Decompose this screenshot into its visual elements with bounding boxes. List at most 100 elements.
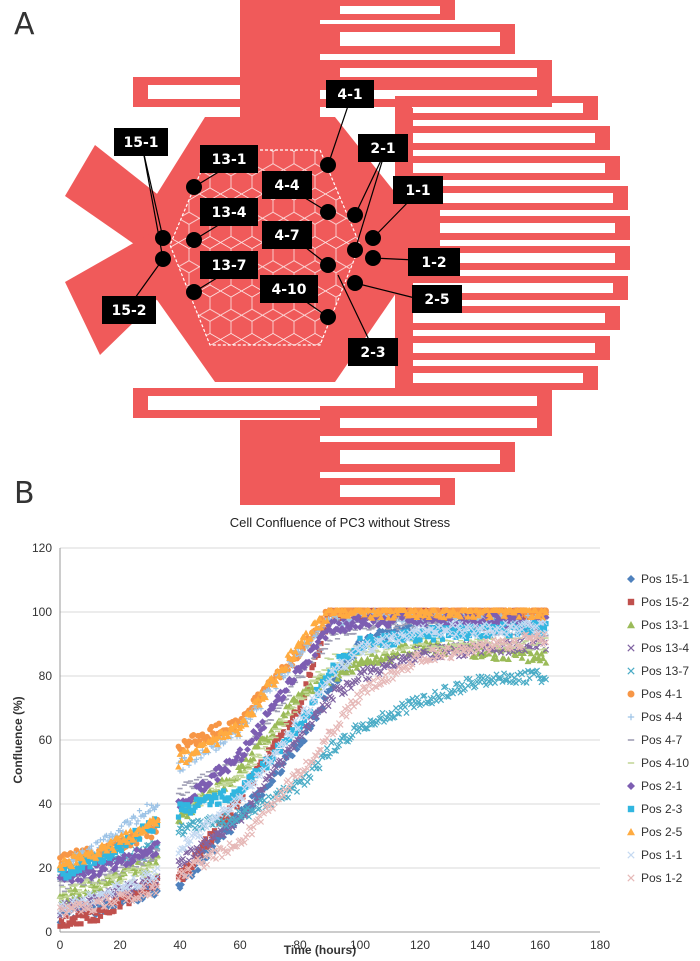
data-point — [199, 843, 206, 849]
data-point — [211, 771, 218, 779]
data-point — [355, 613, 362, 621]
data-point — [71, 894, 79, 901]
data-point — [136, 808, 143, 814]
data-point — [301, 717, 308, 723]
data-point — [323, 735, 331, 742]
data-point — [470, 628, 478, 635]
data-point — [322, 610, 329, 617]
data-point — [205, 852, 212, 859]
data-point — [415, 626, 422, 633]
data-point — [266, 706, 274, 714]
data-point — [326, 750, 334, 757]
data-point — [313, 752, 320, 759]
data-point — [125, 851, 133, 859]
data-point — [431, 629, 439, 636]
y-tick-label: 40 — [39, 797, 53, 811]
data-point — [468, 623, 474, 630]
marker-label-text: 4-10 — [271, 282, 306, 298]
data-point — [314, 759, 322, 766]
data-point — [229, 792, 236, 798]
data-point — [406, 621, 413, 629]
data-point — [316, 765, 323, 772]
data-point — [287, 784, 295, 791]
data-point — [340, 733, 347, 740]
data-point — [109, 850, 116, 856]
data-point — [286, 725, 293, 731]
data-point — [383, 662, 391, 669]
data-point — [326, 676, 334, 683]
data-point — [227, 806, 235, 813]
data-point — [460, 633, 467, 640]
data-point — [214, 776, 221, 784]
data-point — [87, 846, 93, 852]
marker-label-text: 13-1 — [211, 152, 246, 168]
data-point — [217, 790, 224, 796]
data-point — [346, 708, 353, 715]
data-point — [62, 909, 70, 916]
data-point — [181, 860, 188, 867]
data-point — [220, 832, 227, 839]
data-point — [220, 788, 227, 794]
data-point — [385, 614, 392, 621]
data-point — [79, 865, 86, 871]
data-point — [108, 831, 114, 837]
marker-label-text: 2-3 — [360, 345, 385, 361]
data-point — [82, 913, 89, 919]
data-point — [198, 852, 204, 858]
data-point — [293, 698, 301, 705]
data-point — [337, 658, 344, 665]
data-point — [446, 630, 454, 637]
data-point — [118, 831, 125, 838]
data-point — [281, 740, 289, 747]
data-point — [124, 838, 131, 845]
data-point — [267, 751, 273, 758]
data-point — [459, 633, 465, 639]
data-point — [187, 871, 194, 878]
data-point — [500, 670, 508, 677]
data-point — [474, 631, 480, 637]
data-point — [421, 692, 428, 699]
data-point — [140, 828, 148, 835]
data-point — [74, 900, 82, 907]
data-point — [295, 710, 302, 716]
data-point — [217, 740, 224, 746]
data-point — [364, 664, 371, 671]
data-point — [288, 732, 294, 738]
data-point — [332, 747, 340, 754]
data-point — [63, 875, 69, 881]
data-point — [497, 649, 505, 656]
data-point — [121, 836, 128, 843]
data-point — [346, 660, 353, 667]
data-point — [87, 864, 93, 870]
data-point — [253, 798, 260, 805]
data-point — [203, 746, 211, 753]
legend-label: Pos 1-1 — [641, 848, 683, 862]
data-point — [282, 673, 288, 679]
data-point — [242, 721, 250, 728]
data-point — [515, 644, 523, 651]
data-point — [144, 833, 150, 840]
data-point — [350, 703, 358, 710]
data-point — [207, 802, 213, 808]
data-point — [292, 739, 299, 746]
data-point — [430, 646, 437, 653]
legend-label: Pos 15-1 — [641, 572, 689, 586]
data-point — [335, 620, 343, 627]
data-point — [181, 873, 188, 880]
data-point — [111, 908, 117, 914]
data-point — [527, 650, 535, 657]
data-point — [440, 614, 448, 621]
data-point — [116, 838, 124, 845]
data-point — [505, 617, 512, 625]
data-point — [91, 918, 98, 924]
data-point — [222, 739, 228, 745]
data-point — [206, 842, 214, 849]
data-point — [257, 771, 265, 778]
data-point — [457, 613, 464, 620]
data-point — [256, 805, 263, 812]
data-point — [260, 810, 268, 817]
data-point — [505, 656, 512, 663]
data-point — [436, 647, 443, 654]
data-point — [64, 903, 71, 910]
